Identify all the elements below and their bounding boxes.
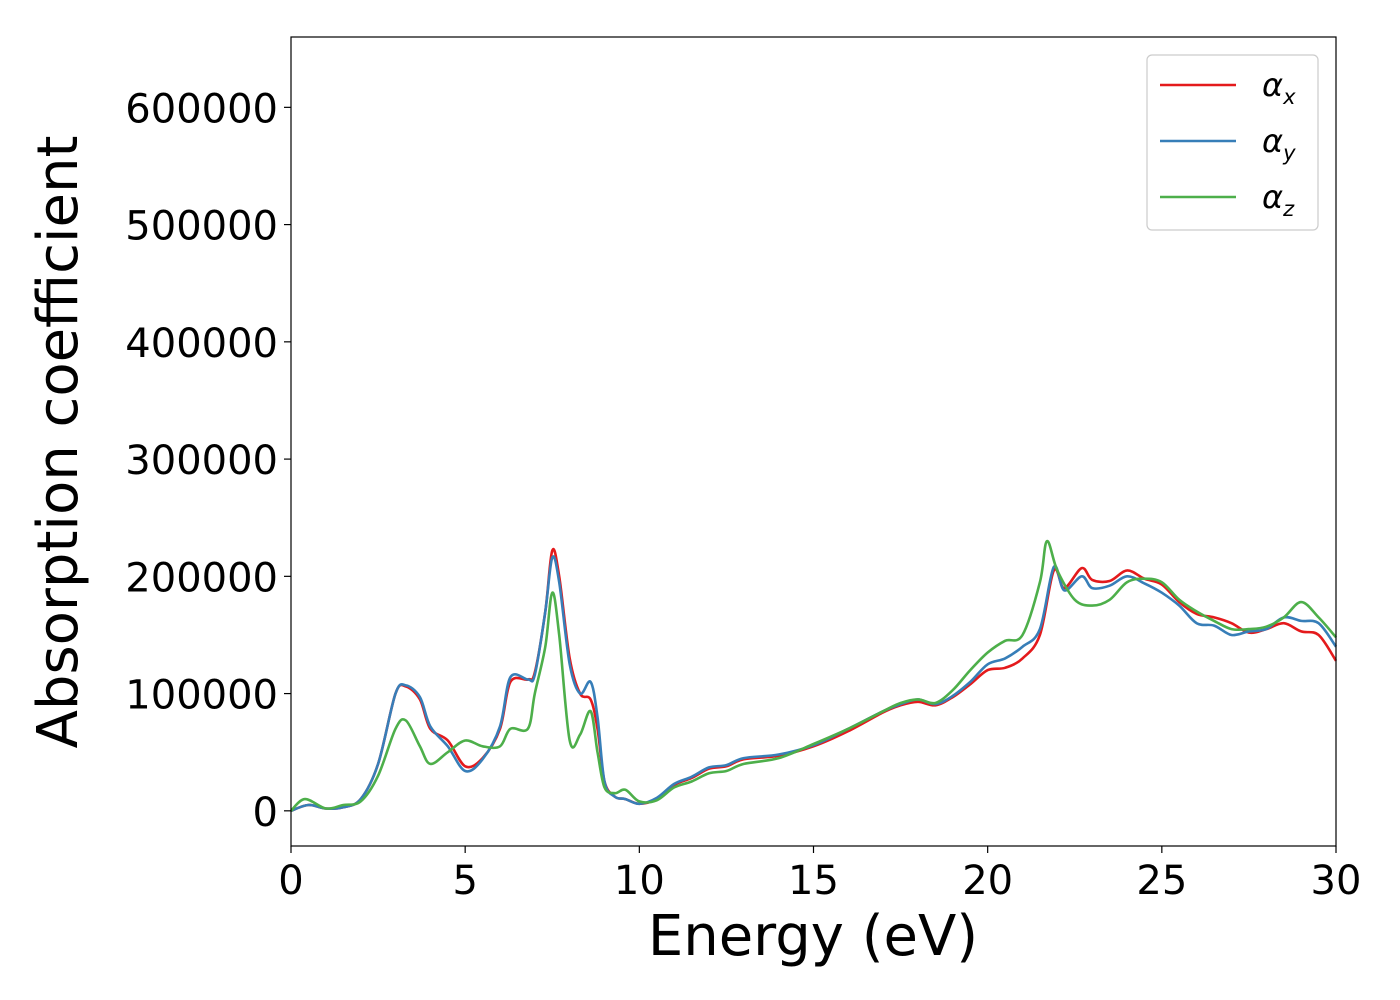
y-tick-label: 500000 bbox=[125, 204, 278, 250]
series-layer bbox=[290, 539, 1338, 813]
y-axis: 0 100000 200000 300000 400000 500000 600000 bbox=[125, 86, 291, 836]
y-tick-label: 100000 bbox=[125, 673, 278, 719]
series-line-y bbox=[290, 555, 1338, 813]
series-line-z bbox=[290, 539, 1337, 812]
y-tick-label: 400000 bbox=[125, 321, 278, 367]
y-axis-label: Absorption coefficient bbox=[26, 136, 91, 749]
legend-box bbox=[1146, 54, 1319, 231]
y-tick-label: 0 bbox=[253, 790, 278, 836]
x-axis-label: Energy (eV) bbox=[648, 904, 978, 969]
x-tick-label: 0 bbox=[278, 858, 303, 904]
x-axis: 0 5 10 15 20 25 30 bbox=[278, 846, 1361, 904]
x-tick-label: 25 bbox=[1136, 858, 1187, 904]
y-tick-label: 600000 bbox=[125, 86, 278, 132]
x-tick-label: 30 bbox=[1311, 858, 1362, 904]
x-tick-label: 15 bbox=[788, 858, 839, 904]
x-tick-label: 20 bbox=[962, 858, 1013, 904]
x-tick-label: 5 bbox=[452, 858, 477, 904]
x-tick-label: 10 bbox=[614, 858, 665, 904]
y-tick-label: 200000 bbox=[125, 555, 278, 601]
y-tick-label: 300000 bbox=[125, 438, 278, 484]
